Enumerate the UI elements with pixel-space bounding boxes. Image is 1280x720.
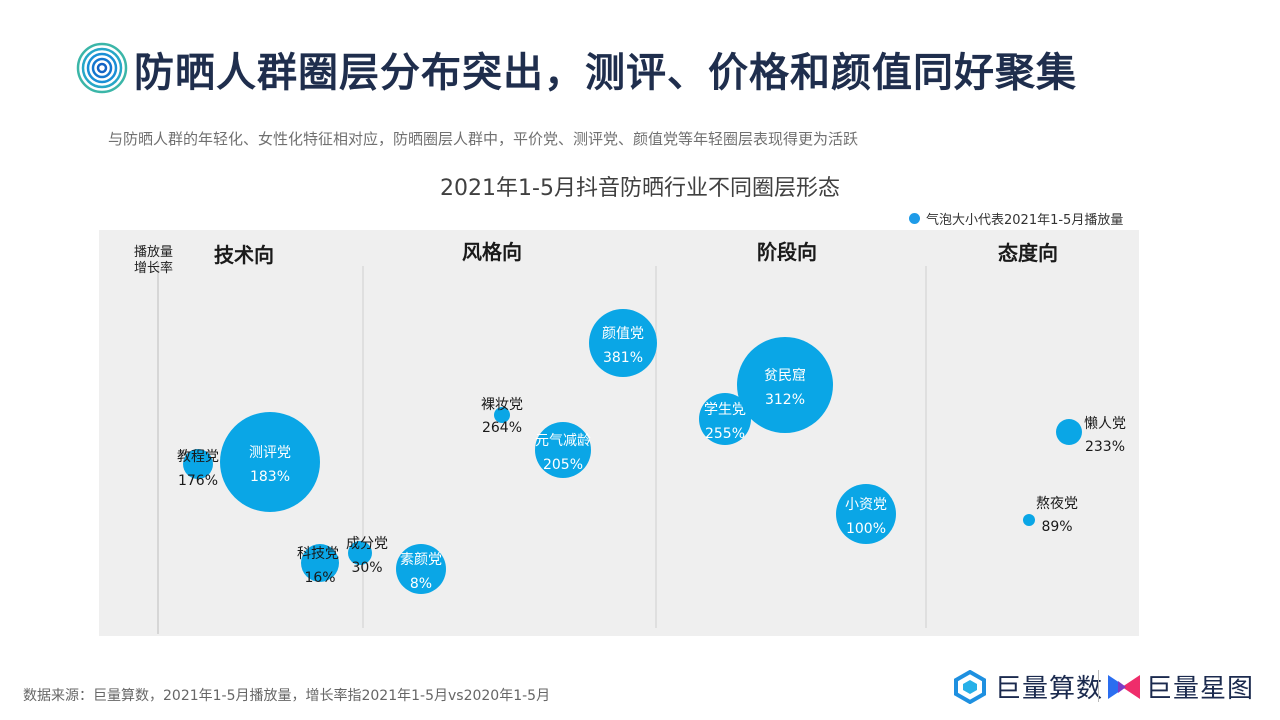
spiral-logo-icon	[76, 42, 128, 94]
bubble-value-label: 8%	[410, 576, 432, 592]
y-axis-label: 播放量 增长率	[134, 245, 177, 276]
bubble-value-label: 176%	[178, 473, 218, 489]
bubble-name-label: 元气减龄	[535, 433, 591, 449]
bubble-name-label: 科技党	[297, 546, 339, 562]
bubble-value-label: 100%	[846, 521, 886, 537]
star-logo-icon	[1108, 674, 1140, 699]
category-label: 风格向	[462, 240, 522, 264]
bubble-裸妆党	[494, 407, 510, 423]
bubble-name-label: 成分党	[346, 536, 388, 552]
chart-title: 2021年1-5月抖音防晒行业不同圈层形态	[440, 176, 840, 201]
category-label: 态度向	[998, 241, 1058, 265]
juliang-xingtu-logo: 巨量星图	[1106, 668, 1254, 705]
bubble-颜值党	[589, 309, 657, 377]
bubble-成分党	[348, 541, 372, 565]
hexagon-logo-icon	[954, 669, 986, 704]
bubble-贫民窟	[737, 337, 833, 433]
logo1-text: 巨量算数	[995, 674, 1104, 704]
bubble-name-label: 小资党	[845, 497, 887, 513]
bubble-value-label: 255%	[705, 426, 745, 442]
bubble-熬夜党	[1023, 514, 1035, 526]
bubble-懒人党	[1056, 419, 1082, 445]
bubble-value-label: 30%	[351, 560, 382, 576]
page-title: 防晒人群圈层分布突出，测评、价格和颜值同好聚集	[134, 50, 1077, 96]
bubble-name-label: 学生党	[704, 402, 746, 418]
bubble-value-label: 233%	[1085, 439, 1125, 455]
bubble-name-label: 贫民窟	[764, 367, 806, 384]
page-subtitle: 与防晒人群的年轻化、女性化特征相对应，防晒圈层人群中，平价党、测评党、颜值党等年…	[108, 130, 859, 148]
bubble-元气减龄	[535, 422, 591, 478]
bubble-科技党	[301, 544, 339, 582]
bubble-学生党	[699, 393, 751, 445]
bubble-name-label: 懒人党	[1084, 416, 1126, 432]
bubble-value-label: 312%	[765, 392, 805, 408]
legend-dot-icon	[909, 213, 920, 224]
bubble-name-label: 素颜党	[400, 552, 442, 568]
bubble-name-label: 测评党	[249, 445, 291, 461]
bubble-name-label: 教程党	[177, 449, 219, 465]
category-label: 阶段向	[757, 240, 817, 264]
bubble-value-label: 16%	[304, 570, 335, 586]
bubble-name-label: 裸妆党	[481, 397, 523, 413]
bubble-小资党	[836, 484, 896, 544]
bubble-value-label: 205%	[543, 457, 583, 473]
bubble-素颜党	[396, 544, 446, 594]
bubbles-group: 测评党 183% 教程党 176% 科技党 16% 成分党 30% 素颜党 8% 裸妆党 264% 元气…	[177, 309, 1126, 594]
bubble-name-label: 颜值党	[602, 326, 644, 342]
bubble-测评党	[220, 412, 320, 512]
chart-legend: 气泡大小代表2021年1-5月播放量	[909, 209, 1123, 228]
bubble-value-label: 381%	[603, 350, 643, 366]
logo-divider	[1098, 670, 1099, 702]
logo2-text: 巨量星图	[1146, 674, 1255, 704]
juliang-suanshu-logo: 巨量算数	[953, 668, 1103, 705]
category-label: 技术向	[214, 243, 274, 267]
bubble-value-label: 89%	[1041, 519, 1072, 535]
bubble-教程党	[183, 449, 213, 479]
legend-label: 气泡大小代表2021年1-5月播放量	[926, 213, 1124, 228]
data-source-note: 数据来源：巨量算数，2021年1-5月播放量，增长率指2021年1-5月vs20…	[23, 688, 551, 704]
bubble-name-label: 熬夜党	[1036, 496, 1078, 512]
bubble-value-label: 264%	[482, 420, 522, 436]
bubble-value-label: 183%	[250, 469, 290, 485]
